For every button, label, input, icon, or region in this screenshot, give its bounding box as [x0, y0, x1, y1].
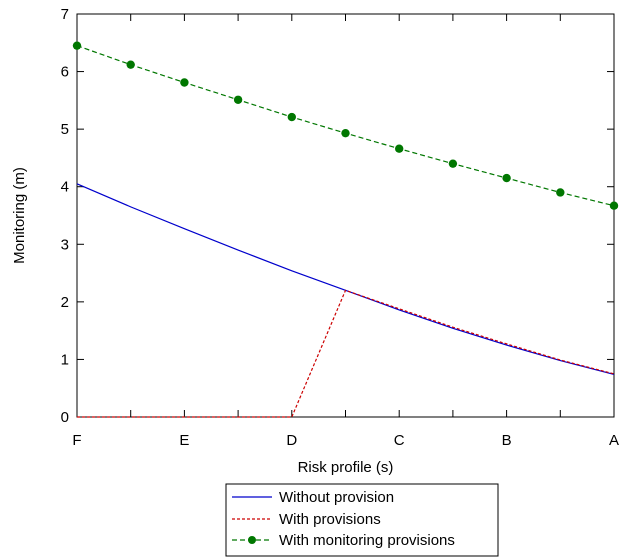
plot-area — [76, 13, 615, 418]
data-point-with-monitoring-provisions — [180, 78, 189, 87]
legend-label-with-monitoring-provisions: With monitoring provisions — [279, 532, 455, 549]
y-tick-label: 5 — [61, 121, 69, 138]
data-point-with-monitoring-provisions — [556, 188, 565, 197]
legend-label-without-provision: Without provision — [279, 489, 394, 506]
data-point-with-monitoring-provisions — [609, 201, 619, 210]
y-tick-label: 0 — [61, 409, 69, 426]
axis-ticks: 0 1 2 3 4 5 6 7 F E D C B A — [61, 6, 619, 449]
x-axis-title: Risk profile (s) — [298, 459, 394, 476]
legend-label-with-provisions: With provisions — [279, 511, 381, 528]
y-axis-title: Monitoring (m) — [11, 167, 28, 264]
x-tick-label: E — [179, 432, 189, 449]
y-tick-label: 7 — [61, 6, 69, 23]
series-line-without-provision — [76, 183, 615, 375]
series-line-with-monitoring-provisions — [76, 45, 615, 207]
data-point-with-monitoring-provisions — [341, 128, 350, 138]
data-point-with-monitoring-provisions — [448, 159, 458, 168]
data-point-with-monitoring-provisions — [502, 173, 511, 183]
y-tick-label: 2 — [61, 294, 69, 311]
legend-box — [225, 483, 499, 557]
y-tick-label: 4 — [61, 179, 69, 196]
data-point-with-monitoring-provisions — [233, 95, 243, 104]
x-tick-label: D — [286, 432, 297, 449]
y-tick-label: 1 — [61, 351, 69, 368]
legend-marker-with-monitoring-provisions — [248, 536, 256, 544]
x-tick-label: C — [394, 432, 405, 449]
data-point-with-monitoring-provisions — [395, 144, 404, 153]
data-point-with-monitoring-provisions — [72, 41, 82, 50]
y-tick-label: 3 — [61, 236, 69, 253]
data-point-with-monitoring-provisions — [126, 60, 135, 69]
series-layer — [72, 41, 619, 418]
data-point-with-monitoring-provisions — [287, 112, 296, 122]
x-tick-label: A — [609, 432, 619, 449]
series-line-with-provisions — [77, 289, 615, 418]
y-tick-label: 6 — [61, 64, 69, 81]
legend: Without provision With provisions With m… — [225, 483, 499, 557]
x-tick-label: F — [72, 432, 81, 449]
x-tick-label: B — [502, 432, 512, 449]
